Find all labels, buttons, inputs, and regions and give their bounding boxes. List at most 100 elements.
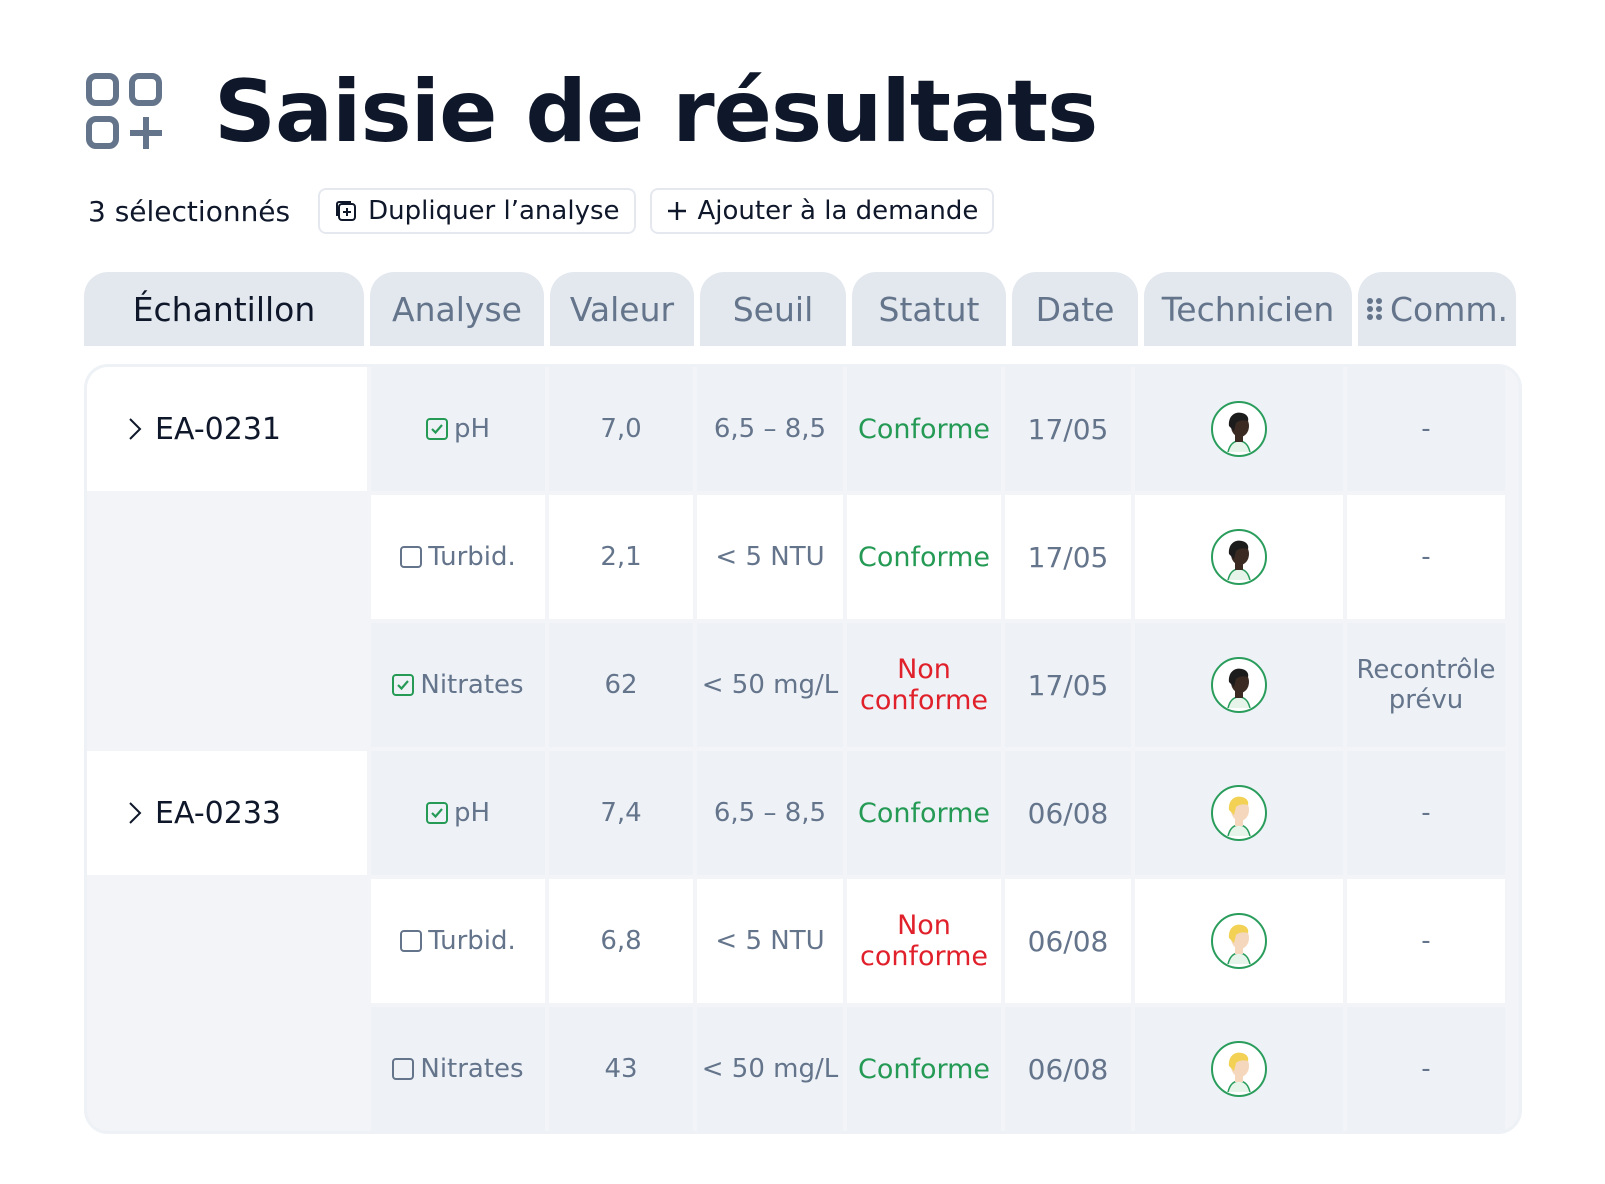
date: 17/05 (1027, 412, 1109, 446)
comment-cell: - (1347, 751, 1505, 875)
threshold: 6,5 – 8,5 (713, 414, 827, 444)
checkbox[interactable] (425, 802, 448, 824)
threshold-cell: < 50 mg/L (697, 623, 843, 747)
comment-cell: - (1347, 495, 1505, 619)
value-cell: 62 (549, 623, 693, 747)
analysis-cell: Turbid. (371, 495, 545, 619)
column-header[interactable]: Technicien (1144, 272, 1352, 346)
date-cell: 06/08 (1005, 879, 1131, 1003)
threshold: < 5 NTU (715, 542, 825, 572)
selection-count: 3 sélectionnés (88, 194, 291, 228)
checkbox[interactable] (425, 418, 448, 440)
comment: - (1421, 414, 1431, 444)
value-cell: 43 (549, 1007, 693, 1131)
status-cell: Conforme (847, 495, 1001, 619)
technician-avatar (1211, 529, 1267, 585)
toolbar: 3 sélectionnés Dupliquer l’analyse Ajout… (88, 188, 995, 234)
comment: - (1421, 1054, 1431, 1084)
column-header[interactable]: Comm. (1358, 272, 1516, 346)
technician-avatar (1211, 401, 1267, 457)
status: Non conforme (859, 910, 989, 972)
comment: - (1421, 542, 1431, 572)
column-label: Comm. (1389, 289, 1508, 329)
checkbox[interactable] (400, 546, 423, 568)
threshold: < 50 mg/L (701, 670, 839, 700)
results-table: Échantillon Analyse Valeur Seuil Statut Date T… (84, 272, 1522, 1134)
value: 7,4 (600, 798, 642, 828)
comment-cell: - (1347, 367, 1505, 491)
check-mark (397, 680, 410, 691)
date-cell: 17/05 (1005, 495, 1131, 619)
expand-chevron (129, 802, 142, 824)
drag-handle (1366, 298, 1382, 320)
date-cell: 17/05 (1005, 623, 1131, 747)
analysis-cell: pH (371, 751, 545, 875)
analysis-cell: Turbid. (371, 879, 545, 1003)
technician-avatar (1211, 1041, 1267, 1097)
column-header[interactable]: Échantillon (84, 272, 364, 346)
button-label: Ajouter à la demande (697, 196, 979, 226)
threshold: < 5 NTU (715, 926, 825, 956)
threshold-cell: < 50 mg/L (697, 1007, 843, 1131)
date: 06/08 (1027, 1052, 1109, 1086)
comment-cell: - (1347, 879, 1505, 1003)
checkbox[interactable] (392, 1058, 415, 1080)
status-cell: Conforme (847, 1007, 1001, 1131)
status: Non conforme (859, 654, 989, 716)
value: 7,0 (600, 414, 642, 444)
table-header: Échantillon Analyse Valeur Seuil Statut Date T… (84, 272, 1522, 346)
column-header[interactable]: Analyse (370, 272, 544, 346)
value-cell: 7,4 (549, 751, 693, 875)
sample-cell[interactable]: EA-0231 (87, 367, 367, 491)
threshold: < 50 mg/L (701, 1054, 839, 1084)
status-cell: Conforme (847, 751, 1001, 875)
check-mark (431, 424, 443, 435)
threshold-cell: 6,5 – 8,5 (697, 751, 843, 875)
duplicate-icon (336, 201, 357, 221)
status: Conforme (857, 797, 991, 829)
comment-cell: Recontrôle prévu (1347, 623, 1505, 747)
sample-id: EA-0231 (155, 411, 281, 447)
date: 17/05 (1027, 668, 1109, 702)
status-cell: Non conforme (847, 879, 1001, 1003)
column-header[interactable]: Valeur (550, 272, 694, 346)
technician-avatar (1211, 785, 1267, 841)
technician-avatar (1211, 657, 1267, 713)
add-button[interactable]: Ajouter à la demande (649, 188, 995, 234)
date: 17/05 (1027, 540, 1109, 574)
duplicate-button[interactable]: Dupliquer l’analyse (318, 188, 636, 234)
analysis-name: pH (453, 798, 491, 828)
sample-cell[interactable]: EA-0233 (87, 751, 367, 875)
column-header[interactable]: Statut (852, 272, 1006, 346)
column-header[interactable]: Seuil (700, 272, 846, 346)
column-header[interactable]: Date (1012, 272, 1138, 346)
table-body: EA-0231 pH 7,0 6,5 – 8,5 Conforme 17/05 - Turb… (84, 364, 1522, 1134)
date-cell: 06/08 (1005, 751, 1131, 875)
status: Conforme (857, 1053, 991, 1085)
expand-chevron (129, 418, 142, 440)
analysis-name: pH (453, 414, 491, 444)
threshold-cell: 6,5 – 8,5 (697, 367, 843, 491)
analysis-cell: pH (371, 367, 545, 491)
column-label: Statut (878, 289, 980, 329)
analysis-cell: Nitrates (371, 1007, 545, 1131)
status: Conforme (857, 413, 991, 445)
comment-cell: - (1347, 1007, 1505, 1131)
button-label: Dupliquer l’analyse (368, 196, 620, 226)
value: 62 (604, 670, 638, 700)
column-label: Valeur (569, 289, 675, 329)
threshold-cell: < 5 NTU (697, 495, 843, 619)
checkbox[interactable] (400, 930, 423, 952)
plus-icon (667, 202, 686, 220)
analysis-cell: Nitrates (371, 623, 545, 747)
status-cell: Conforme (847, 367, 1001, 491)
checkbox[interactable] (392, 674, 415, 696)
technician-cell (1135, 495, 1343, 619)
date-cell: 06/08 (1005, 1007, 1131, 1131)
date-cell: 17/05 (1005, 367, 1131, 491)
analysis-name: Nitrates (420, 1054, 524, 1084)
analysis-name: Turbid. (428, 542, 516, 572)
sample-id: EA-0233 (155, 795, 281, 831)
page-title: Saisie de résultats (214, 62, 1098, 162)
